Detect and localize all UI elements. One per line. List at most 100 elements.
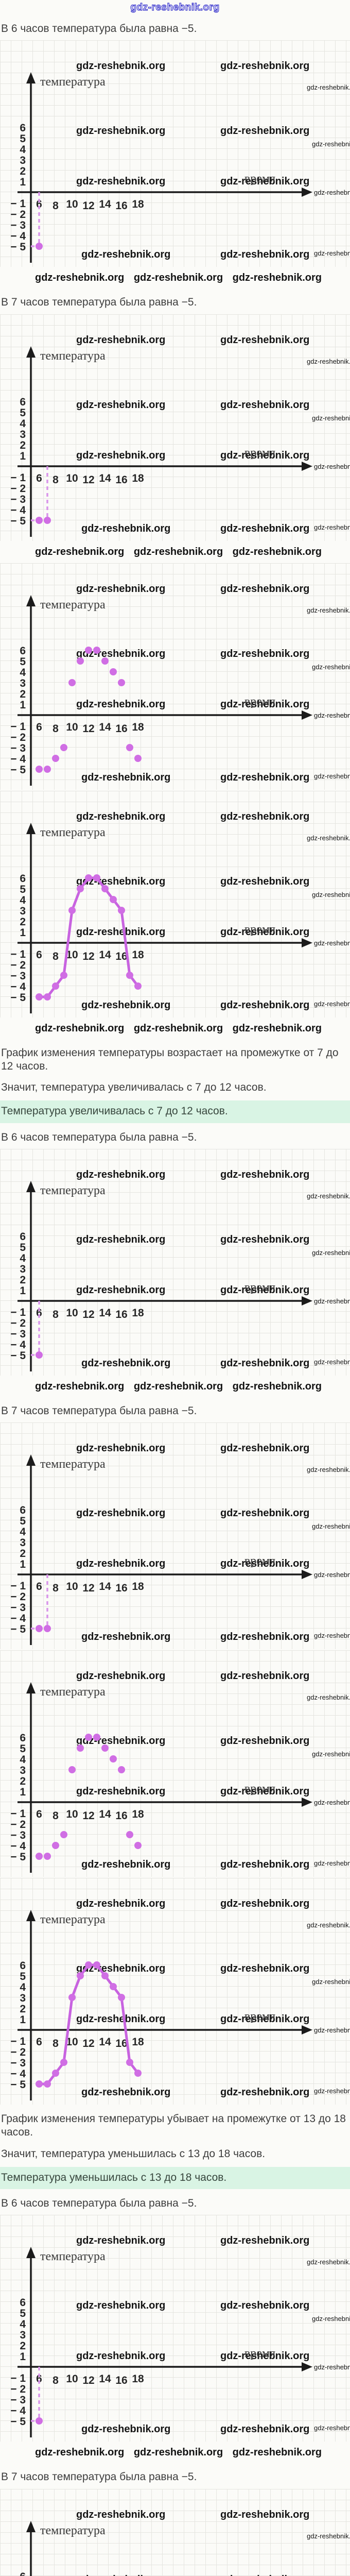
- watermark-text: gdz-reshebnik.org: [220, 926, 309, 938]
- x-tick-label: 16: [115, 200, 127, 212]
- y-tick-label: − 5: [10, 2416, 26, 2428]
- y-tick-label: − 1: [10, 198, 26, 210]
- data-point: [118, 1766, 125, 1773]
- y-tick-label: − 1: [10, 948, 26, 960]
- y-tick-label: 5: [20, 1971, 26, 1982]
- y-tick-label: 1: [20, 699, 26, 711]
- data-point: [101, 1972, 109, 1979]
- y-tick-label: 5: [20, 133, 26, 145]
- watermark-text: gdz-reshebnik.org: [314, 463, 350, 470]
- y-tick-label: − 1: [10, 1580, 26, 1592]
- data-point: [110, 1755, 117, 1762]
- y-tick-label: 3: [20, 429, 26, 440]
- x-tick-label: 12: [82, 723, 94, 735]
- data-point: [110, 1983, 117, 1990]
- data-point: [44, 516, 51, 524]
- x-tick-label: 8: [52, 1309, 59, 1320]
- y-axis-arrow-icon: [26, 1910, 36, 1921]
- x-tick-label: 8: [52, 951, 59, 962]
- watermark-text: gdz-reshebnik.org: [76, 399, 165, 411]
- watermark-text: gdz-reshebnik.org: [220, 1234, 309, 1245]
- solution-text: График изменения температуры возрастает …: [1, 1046, 339, 1072]
- watermark-text: gdz-reshebnik.org: [220, 2087, 309, 2098]
- x-tick-label: 8: [52, 723, 59, 735]
- watermark-text: gdz-reshebnik.org: [220, 1358, 309, 1369]
- x-axis-arrow-icon: [302, 2025, 312, 2035]
- data-point: [126, 971, 133, 979]
- y-tick-label: 6: [20, 1732, 26, 1744]
- x-tick-label: 8: [52, 2038, 59, 2049]
- x-tick-label: 8: [52, 200, 59, 212]
- y-tick-label: 6: [20, 1960, 26, 1972]
- data-point: [101, 885, 109, 892]
- watermark-text: gdz-reshebnik.org: [314, 1297, 350, 1305]
- watermark-text: gdz-reshebnik.org: [307, 2532, 350, 2540]
- watermark-text: gdz-reshebnik.org: [220, 2013, 309, 2025]
- y-tick-label: 3: [20, 2329, 26, 2341]
- watermark-text: gdz-reshebnik.org: [314, 1571, 350, 1579]
- watermark-text: gdz-reshebnik.org: [220, 2424, 309, 2435]
- watermark-text: gdz-reshebnik.org: [35, 1380, 125, 1392]
- data-point: [110, 895, 117, 903]
- y-tick-label: 2: [20, 2003, 26, 2015]
- watermark-text: gdz-reshebnik.org: [220, 1443, 309, 1454]
- watermark-text: gdz-reshebnik.org: [81, 1358, 170, 1369]
- y-tick-label: 4: [20, 1981, 26, 1993]
- grid: [0, 1878, 350, 2105]
- watermark-text: gdz-reshebnik.org: [220, 1898, 309, 1909]
- watermark-text: gdz-reshebnik.org: [76, 2013, 165, 2025]
- watermark-text: gdz-reshebnik.org: [81, 523, 170, 534]
- watermark-text: gdz-reshebnik.org: [220, 876, 309, 887]
- solution-text: В 7 часов температура была равна −5.: [1, 2471, 197, 2483]
- temperature-chart-points_6_7: gdz-reshebnik.org gdz-reshebnik.org gdz-re…: [0, 2488, 350, 2576]
- watermark-text: gdz-reshebnik.org: [220, 1786, 309, 1797]
- y-tick-label: 3: [20, 1765, 26, 1776]
- y-tick-label: − 1: [10, 721, 26, 733]
- x-tick-label: 14: [99, 2373, 111, 2385]
- watermark-text: gdz-reshebnik.org: [314, 939, 350, 947]
- y-tick-label: − 4: [10, 2405, 26, 2417]
- x-tick-label: 6: [36, 198, 42, 210]
- chart-block: gdz-reshebnik.org gdz-reshebnik.org gdz-re…: [0, 1878, 350, 2105]
- y-axis-label: температура: [40, 1458, 106, 1471]
- y-tick-label: 5: [20, 1242, 26, 1253]
- watermark-text: gdz-reshebnik.org: [220, 176, 309, 187]
- x-tick-label: 12: [82, 1309, 94, 1320]
- y-axis-arrow-icon: [26, 1454, 36, 1466]
- watermark-text: gdz-reshebnik.org: [76, 2300, 165, 2311]
- y-tick-label: 2: [20, 165, 26, 177]
- x-tick-label: 14: [99, 472, 111, 484]
- temperature-chart-point_at_6: gdz-reshebnik.org gdz-reshebnik.orggdz-re…: [0, 40, 350, 267]
- x-tick-label: 6: [36, 1581, 42, 1592]
- y-axis-label: температура: [40, 75, 106, 89]
- watermark-text: gdz-reshebnik.org: [35, 2447, 125, 2459]
- data-point: [134, 2070, 142, 2077]
- data-point: [68, 1766, 76, 1773]
- x-axis-label: время: [244, 2010, 275, 2023]
- watermark-text: gdz-reshebnik.org: [220, 2350, 309, 2362]
- x-tick-label: 6: [36, 2036, 42, 2048]
- watermark-text: gdz-reshebnik.org: [35, 272, 125, 284]
- data-point: [60, 1831, 67, 1838]
- watermark-text: gdz-reshebnik.org: [314, 1358, 350, 1366]
- watermark-text: gdz-reshebnik.org: [307, 1192, 350, 1200]
- y-tick-label: 2: [20, 1548, 26, 1560]
- watermark-text: gdz-reshebnik.org: [314, 1859, 350, 1867]
- data-point: [134, 754, 142, 762]
- watermark-text: gdz-reshebnik.org: [76, 926, 165, 938]
- y-tick-label: − 3: [10, 1328, 26, 1340]
- x-axis-label: время: [244, 1554, 275, 1568]
- watermark-text: gdz-reshebnik.org: [312, 663, 350, 671]
- y-tick-label: 4: [20, 1526, 26, 1538]
- y-tick-label: − 4: [10, 1613, 26, 1624]
- data-point: [93, 874, 100, 882]
- x-tick-label: 18: [132, 1307, 144, 1319]
- y-tick-label: − 5: [10, 1623, 26, 1635]
- watermark-text: gdz-reshebnik.org: [220, 1169, 309, 1180]
- x-tick-label: 14: [99, 1581, 111, 1592]
- data-point: [36, 243, 43, 250]
- watermark-text: gdz-reshebnik.org: [312, 1750, 350, 1758]
- watermark-text: gdz-reshebnik.org: [307, 1693, 350, 1701]
- y-axis-arrow-icon: [26, 595, 36, 606]
- watermark-text: gdz-reshebnik.org: [76, 2235, 165, 2246]
